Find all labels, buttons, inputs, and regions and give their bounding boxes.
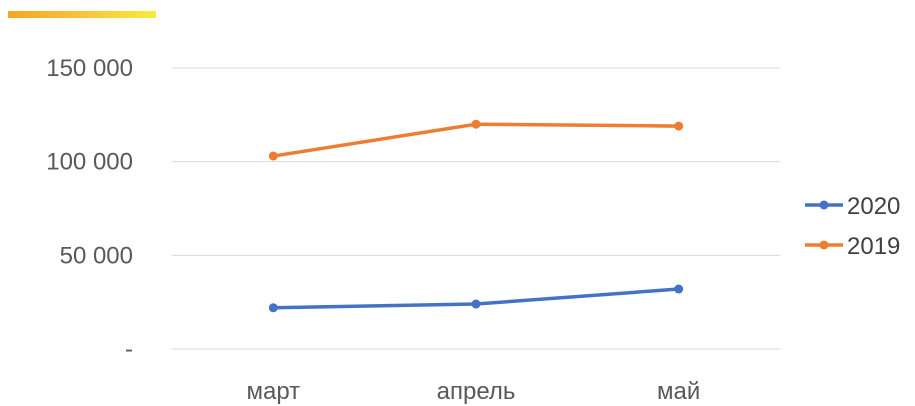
data-point-2019 bbox=[268, 151, 278, 161]
legend-label-2020: 2020 bbox=[847, 193, 900, 220]
y-tick-label: 150 000 bbox=[46, 55, 133, 82]
legend-swatch-marker-2020 bbox=[819, 200, 829, 210]
x-tick-label: март bbox=[246, 378, 300, 405]
legend: 2020 2019 bbox=[805, 193, 900, 260]
legend-label-2019: 2019 bbox=[847, 233, 900, 260]
y-axis: - 50 000 100 000 150 000 bbox=[46, 55, 133, 363]
x-tick-label: май bbox=[657, 378, 700, 405]
data-point-2019 bbox=[674, 121, 684, 131]
y-tick-label: 50 000 bbox=[60, 242, 133, 269]
x-tick-label: апрель bbox=[437, 378, 516, 405]
y-tick-label: 100 000 bbox=[46, 149, 133, 176]
x-axis: март апрель май bbox=[246, 378, 700, 405]
data-point-2020 bbox=[268, 303, 278, 313]
series-line-2019 bbox=[271, 122, 681, 158]
data-point-2019 bbox=[471, 119, 481, 129]
series-group bbox=[268, 119, 684, 313]
y-tick-label: - bbox=[125, 336, 133, 363]
accent-bar bbox=[8, 11, 156, 18]
legend-swatch-marker-2019 bbox=[819, 240, 829, 250]
gridlines bbox=[172, 67, 780, 350]
data-point-2020 bbox=[674, 284, 684, 294]
data-point-2020 bbox=[471, 299, 481, 309]
